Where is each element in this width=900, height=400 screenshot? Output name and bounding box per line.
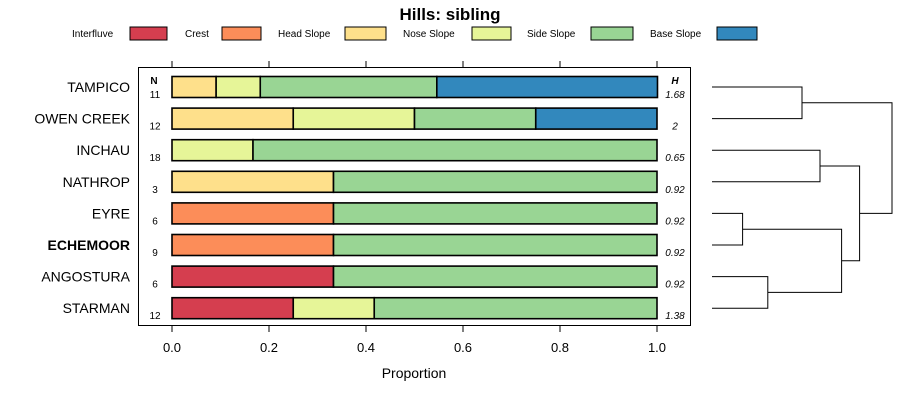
row-angostura: ANGOSTURA 6 0.92: [41, 265, 685, 291]
x-tick-label: 0.0: [163, 340, 181, 355]
row-label: ECHEMOOR: [48, 237, 130, 253]
n-column-header: N: [150, 76, 157, 87]
row-label: ANGOSTURA: [41, 269, 130, 285]
row-eyre: EYRE 6 0.92: [92, 202, 685, 227]
row-label: STARMAN: [63, 300, 130, 316]
h-value: 1.68: [665, 90, 685, 101]
bar-segment-crest: [171, 202, 335, 225]
bar-segment-head-slope: [171, 75, 217, 99]
dendrogram-link: [742, 228, 843, 293]
x-tick-label: 1.0: [648, 340, 666, 355]
legend: Interfluve Crest Head Slope Nose Slope Side …: [72, 26, 758, 41]
n-value: 11: [150, 90, 161, 101]
bar-segment-head-slope: [171, 170, 335, 194]
bar-segment-nose-slope: [292, 107, 416, 130]
bar-segment-base-slope: [436, 75, 659, 99]
bar-segment-side-slope: [259, 75, 438, 99]
plot-panel: [138, 67, 691, 326]
row-label: INCHAU: [76, 142, 130, 158]
x-tick-label: 0.4: [357, 340, 375, 355]
h-column-header: H: [671, 76, 679, 87]
x-tick-label: 0.6: [454, 340, 472, 355]
h-value: 0.92: [665, 185, 685, 196]
dendrogram-link: [802, 102, 893, 214]
dendrogram-link: [712, 149, 821, 183]
plot-panel-border: [138, 67, 691, 326]
dendrogram-link: [712, 86, 803, 120]
dendrogram-link: [712, 276, 769, 309]
h-value: 0.92: [665, 248, 685, 259]
bar-segment-interfluve: [171, 296, 295, 320]
h-value: 0.92: [665, 280, 685, 291]
row-tampico: TAMPICO 11 1.68: [67, 75, 685, 101]
row-echemoor: ECHEMOOR 9 0.92: [48, 233, 685, 259]
bar-segment-interfluve: [171, 265, 335, 288]
h-value: 0.65: [665, 153, 685, 164]
x-tick-label: 0.8: [551, 340, 569, 355]
x-axis-label: Proportion: [382, 365, 447, 381]
n-value: 9: [152, 248, 158, 259]
bar-segment-nose-slope: [171, 138, 254, 162]
bar-segment-side-slope: [252, 138, 658, 162]
x-tick-label: 0.2: [260, 340, 278, 355]
bar-segment-base-slope: [534, 107, 658, 130]
bar-segment-crest: [171, 233, 335, 257]
row-label: EYRE: [92, 205, 130, 221]
row-owen-creek: OWEN CREEK 12 2: [34, 107, 678, 133]
bar-segment-nose-slope: [292, 296, 376, 320]
n-value: 12: [149, 122, 161, 133]
row-label: NATHROP: [63, 174, 130, 190]
row-label: OWEN CREEK: [34, 111, 130, 127]
row-nathrop: NATHROP 3 0.92: [63, 170, 685, 196]
legend-swatch-side-slope: [590, 26, 634, 41]
bar-segment-side-slope: [332, 202, 658, 225]
bar-segment-side-slope: [332, 233, 658, 257]
legend-label-base-slope: Base Slope: [650, 29, 702, 40]
legend-label-head-slope: Head Slope: [278, 29, 331, 40]
n-value: 6: [152, 216, 158, 227]
bar-segment-side-slope: [373, 296, 658, 320]
dendrogram-link: [712, 212, 744, 246]
row-starman: STARMAN 12 1.38: [63, 296, 685, 322]
bar-segment-side-slope: [413, 107, 537, 130]
legend-label-interfluve: Interfluve: [72, 29, 114, 40]
bar-segment-side-slope: [332, 265, 658, 288]
x-axis: 0.0 0.2 0.4 0.6 0.8 1.0: [163, 61, 666, 355]
legend-swatch-interfluve: [129, 26, 168, 41]
legend-swatch-crest: [221, 26, 262, 41]
dendrogram: [712, 86, 893, 309]
legend-swatch-head-slope: [344, 26, 387, 41]
legend-swatch-nose-slope: [471, 26, 512, 41]
legend-label-crest: Crest: [185, 29, 209, 40]
bar-segment-nose-slope: [215, 75, 262, 99]
n-value: 6: [152, 280, 158, 291]
h-value: 1.38: [665, 311, 685, 322]
n-value: 18: [149, 153, 161, 164]
chart-title: Hills: sibling: [399, 5, 500, 24]
dendrogram-link: [820, 165, 861, 262]
n-value: 3: [152, 185, 158, 196]
bar-segment-head-slope: [171, 107, 295, 130]
row-inchau: INCHAU 18 0.65: [76, 138, 685, 164]
row-label: TAMPICO: [67, 79, 130, 95]
n-value: 12: [149, 311, 161, 322]
h-value: 0.92: [665, 216, 685, 227]
legend-swatch-base-slope: [716, 26, 758, 41]
h-value: 2: [671, 122, 678, 133]
legend-label-side-slope: Side Slope: [527, 29, 576, 40]
legend-label-nose-slope: Nose Slope: [403, 29, 455, 40]
bar-segment-side-slope: [332, 170, 658, 194]
